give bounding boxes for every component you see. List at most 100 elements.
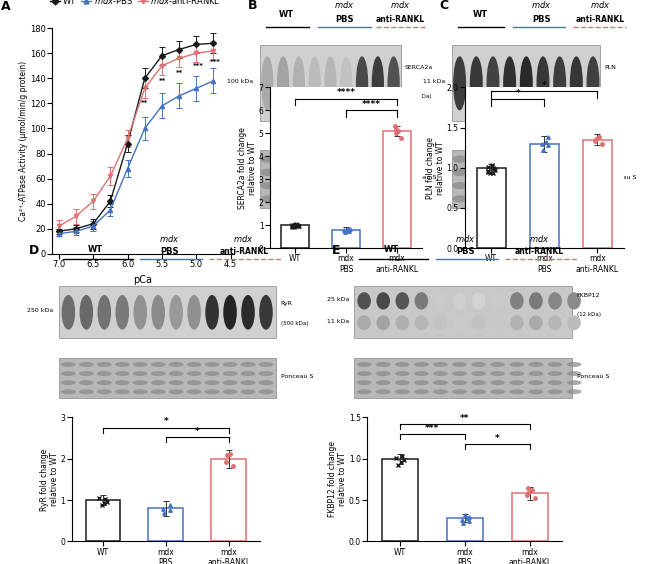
Ellipse shape (471, 362, 486, 367)
Ellipse shape (79, 389, 94, 394)
Ellipse shape (486, 156, 500, 163)
Ellipse shape (453, 56, 466, 111)
Ellipse shape (469, 182, 484, 190)
Ellipse shape (529, 292, 543, 310)
Ellipse shape (552, 195, 567, 202)
Ellipse shape (415, 315, 428, 330)
Ellipse shape (519, 169, 534, 176)
FancyBboxPatch shape (354, 358, 571, 398)
Text: (500 kDa): (500 kDa) (281, 321, 308, 326)
Text: anti-RANKL: anti-RANKL (376, 15, 425, 24)
FancyBboxPatch shape (260, 150, 400, 208)
Ellipse shape (502, 169, 517, 176)
Ellipse shape (62, 295, 75, 330)
Ellipse shape (547, 362, 562, 367)
Text: WT: WT (88, 245, 103, 254)
Ellipse shape (586, 169, 600, 176)
Ellipse shape (414, 371, 429, 376)
Ellipse shape (79, 295, 93, 330)
Ellipse shape (552, 169, 567, 176)
Text: ***: *** (210, 59, 221, 65)
Ellipse shape (324, 56, 337, 111)
Ellipse shape (395, 371, 410, 376)
Y-axis label: Ca²⁺-ATPase Activity (µmol/min/g protein): Ca²⁺-ATPase Activity (µmol/min/g protein… (20, 61, 29, 221)
Ellipse shape (452, 195, 467, 202)
Ellipse shape (371, 182, 385, 190)
Ellipse shape (414, 362, 429, 367)
Ellipse shape (222, 371, 237, 376)
Text: *: * (495, 434, 500, 443)
Ellipse shape (79, 380, 94, 385)
Text: PLN: PLN (604, 65, 616, 70)
Bar (211, 459, 246, 541)
Ellipse shape (261, 182, 274, 190)
Ellipse shape (276, 195, 290, 202)
Ellipse shape (547, 380, 562, 385)
Ellipse shape (115, 371, 130, 376)
Ellipse shape (529, 315, 543, 330)
Text: 11 kDa: 11 kDa (327, 319, 349, 324)
Ellipse shape (357, 389, 372, 394)
Text: *: * (515, 89, 520, 98)
Ellipse shape (472, 292, 486, 310)
Ellipse shape (510, 371, 525, 376)
Ellipse shape (151, 389, 166, 394)
Text: PBS: PBS (335, 15, 354, 24)
Ellipse shape (415, 292, 428, 310)
Ellipse shape (376, 380, 391, 385)
Text: $\it{mdx}$: $\it{mdx}$ (531, 0, 551, 10)
Y-axis label: FKBP12 fold change
relative to WT: FKBP12 fold change relative to WT (328, 442, 348, 517)
Text: 100 kDa: 100 kDa (227, 80, 254, 85)
Ellipse shape (452, 380, 467, 385)
Ellipse shape (469, 156, 484, 163)
Bar (530, 144, 559, 248)
Ellipse shape (324, 169, 337, 176)
Ellipse shape (471, 371, 486, 376)
Ellipse shape (292, 195, 306, 202)
Ellipse shape (357, 371, 372, 376)
Ellipse shape (309, 56, 321, 111)
Ellipse shape (98, 295, 111, 330)
Ellipse shape (434, 315, 447, 330)
Ellipse shape (133, 380, 148, 385)
Text: Ponceau S: Ponceau S (281, 374, 313, 379)
Ellipse shape (586, 156, 600, 163)
Ellipse shape (376, 362, 391, 367)
Ellipse shape (472, 315, 486, 330)
Ellipse shape (205, 371, 220, 376)
Ellipse shape (356, 195, 369, 202)
Ellipse shape (222, 362, 237, 367)
Ellipse shape (567, 389, 582, 394)
Ellipse shape (387, 182, 400, 190)
Ellipse shape (292, 182, 306, 190)
Ellipse shape (452, 362, 467, 367)
Bar (383, 131, 411, 248)
Ellipse shape (528, 362, 543, 367)
Text: $\it{mdx}$: $\it{mdx}$ (233, 232, 254, 244)
Ellipse shape (151, 380, 166, 385)
Ellipse shape (387, 195, 400, 202)
Ellipse shape (205, 389, 220, 394)
Ellipse shape (469, 195, 484, 202)
Ellipse shape (292, 169, 306, 176)
Ellipse shape (187, 371, 202, 376)
Text: WT: WT (473, 10, 488, 19)
Ellipse shape (79, 371, 94, 376)
Ellipse shape (292, 156, 306, 163)
Text: ****: **** (362, 100, 381, 109)
FancyBboxPatch shape (452, 46, 601, 121)
Legend: WT, $\it{mdx}$-PBS, $\it{mdx}$-anti-RANKL: WT, $\it{mdx}$-PBS, $\it{mdx}$-anti-RANK… (47, 0, 224, 10)
Ellipse shape (452, 156, 467, 163)
Text: *: * (542, 81, 547, 90)
Ellipse shape (170, 295, 183, 330)
Ellipse shape (414, 389, 429, 394)
Ellipse shape (387, 169, 400, 176)
Ellipse shape (205, 380, 220, 385)
Ellipse shape (490, 380, 505, 385)
Ellipse shape (97, 380, 112, 385)
Ellipse shape (510, 315, 524, 330)
Ellipse shape (547, 389, 562, 394)
Ellipse shape (567, 371, 582, 376)
Ellipse shape (486, 169, 500, 176)
Ellipse shape (491, 292, 504, 310)
